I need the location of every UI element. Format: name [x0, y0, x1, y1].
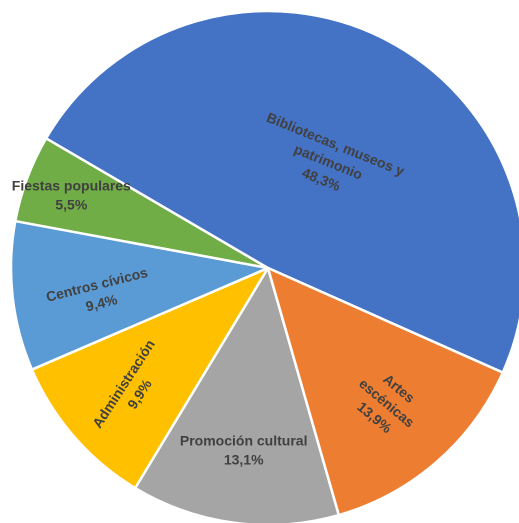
- pie-slices-group: [9, 9, 519, 523]
- slice-category-label: Promoción cultural: [180, 433, 308, 449]
- pie-slice-centros-cívicos: [9, 219, 270, 371]
- slice-value-label: 5,5%: [55, 196, 87, 212]
- pie-slice-artes-escénicas: [266, 266, 505, 517]
- pie-slice-administración: [30, 266, 270, 490]
- pie-slice-bibliotecas-museos-y-patrimonio: [44, 9, 519, 374]
- slice-label-group: Fiestas populares 5,5%: [12, 177, 131, 212]
- slice-value-label: 13,1%: [224, 452, 264, 468]
- slice-category-label: Fiestas populares: [12, 177, 131, 193]
- slice-label-group: Promoción cultural 13,1%: [180, 433, 308, 468]
- slice-value-label: 9,4%: [84, 291, 119, 314]
